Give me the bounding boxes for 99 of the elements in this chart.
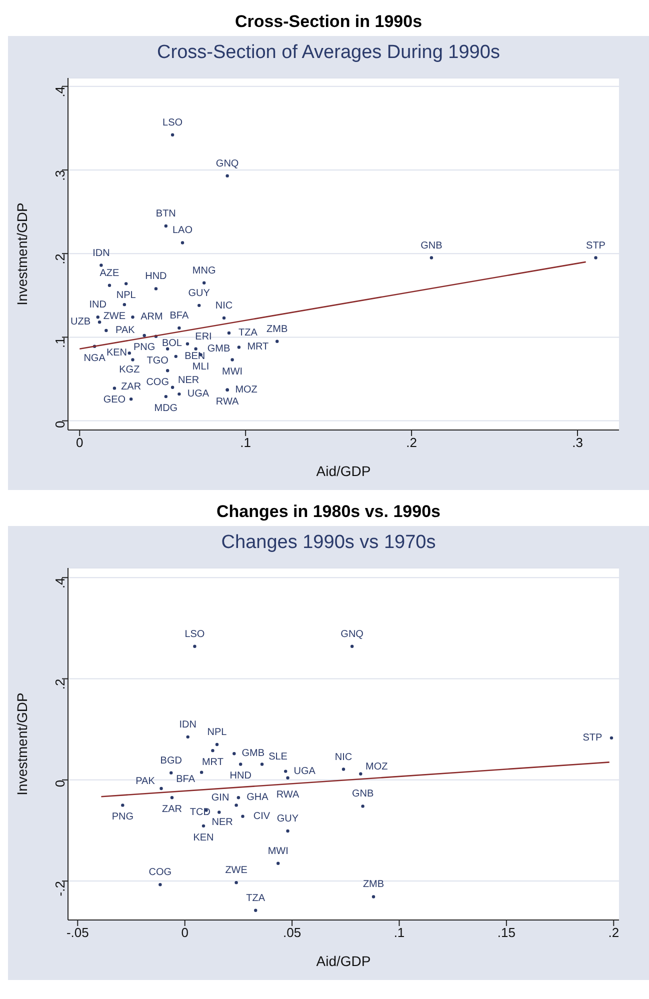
- data-label: MWI: [268, 846, 288, 857]
- data-label: GUY: [188, 288, 210, 299]
- data-label: HND: [145, 271, 167, 282]
- data-label: GNQ: [216, 158, 239, 170]
- data-label: MLI: [192, 361, 210, 372]
- x-tick-label: .1: [240, 435, 252, 450]
- data-label: ZWE: [103, 311, 126, 322]
- x-axis-title: Aid/GDP: [316, 953, 371, 969]
- x-tick-label: .15: [497, 925, 516, 940]
- data-label: TZA: [238, 328, 258, 339]
- data-label: LSO: [162, 117, 183, 128]
- data-label: KGZ: [119, 364, 140, 376]
- data-label: ZMB: [362, 879, 384, 890]
- chart-subtitle: Cross-Section of Averages During 1990s: [156, 42, 501, 65]
- y-axis-title: Investment/GDP: [14, 202, 30, 306]
- data-label: STP: [582, 732, 603, 744]
- data-label: RWA: [216, 396, 240, 408]
- data-label: BEN: [184, 350, 206, 362]
- data-label: GNQ: [340, 628, 364, 640]
- x-tick-label: .1: [394, 925, 405, 940]
- y-tick-label: 0: [52, 780, 68, 788]
- data-label: BGD: [160, 755, 182, 766]
- x-tick-label: .2: [608, 925, 620, 940]
- x-tick-label: -.05: [66, 925, 89, 940]
- y-axis-title: Investment/GDP: [14, 692, 30, 796]
- data-label: CIV: [253, 810, 270, 822]
- data-label: MNG: [192, 265, 216, 276]
- data-label: MRT: [247, 342, 269, 353]
- data-label: ZAR: [121, 382, 142, 393]
- y-tick-label: -.2: [52, 881, 68, 896]
- y-tick-label: .2: [52, 254, 68, 264]
- data-label: GUY: [276, 813, 299, 824]
- chart-title: Cross-Section in 1990s: [234, 11, 424, 33]
- x-tick-label: 0: [76, 435, 84, 450]
- data-label: MOZ: [235, 384, 258, 396]
- data-label: PNG: [134, 342, 156, 354]
- data-label: ZMB: [266, 324, 288, 335]
- data-label: TCD: [190, 806, 210, 818]
- data-label: NIC: [334, 752, 352, 763]
- y-tick-label: .2: [52, 678, 68, 690]
- data-label: GMB: [207, 343, 231, 354]
- data-label: GHA: [246, 792, 269, 804]
- data-label: IDN: [92, 248, 110, 259]
- data-label: MDG: [154, 403, 178, 414]
- data-label: MRT: [202, 757, 224, 768]
- data-label: KEN: [106, 347, 128, 358]
- data-label: COG: [148, 867, 172, 878]
- x-tick-label: .3: [572, 435, 583, 450]
- data-label: GNB: [420, 240, 443, 252]
- data-label: NER: [178, 374, 200, 386]
- data-label: ARM: [140, 312, 163, 323]
- data-label: SLE: [268, 752, 288, 763]
- y-tick-label: .1: [52, 337, 68, 348]
- data-label: NER: [212, 816, 233, 828]
- data-label: GMB: [242, 748, 265, 760]
- data-label: PAK: [136, 776, 156, 788]
- data-label: GEO: [103, 394, 126, 406]
- data-label: NGA: [84, 352, 106, 364]
- data-label: IDN: [179, 719, 196, 730]
- data-label: TZA: [246, 892, 266, 904]
- data-label: COG: [146, 377, 170, 388]
- data-label: MWI: [222, 366, 243, 378]
- y-tick-label: .3: [52, 170, 68, 181]
- data-label: KEN: [193, 832, 214, 844]
- data-label: PNG: [112, 812, 134, 823]
- x-axis-title: Aid/GDP: [316, 463, 371, 479]
- data-label: ZAR: [162, 804, 182, 816]
- x-tick-label: .05: [283, 925, 302, 940]
- data-label: BFA: [170, 310, 189, 322]
- chart-title: Changes in 1980s vs. 1990s: [216, 501, 442, 523]
- chart-subtitle: Changes 1990s vs 1970s: [220, 532, 437, 555]
- data-label: HND: [230, 770, 252, 782]
- data-label: UZB: [70, 316, 91, 328]
- data-label: PAK: [116, 325, 136, 336]
- y-tick-label: .4: [52, 86, 68, 98]
- data-label: GIN: [211, 792, 230, 804]
- data-label: ERI: [195, 331, 212, 342]
- data-label: NPL: [116, 290, 136, 302]
- data-label: MOZ: [366, 761, 388, 772]
- data-label: ZWE: [225, 865, 248, 876]
- x-tick-label: 0: [181, 925, 188, 940]
- data-label: BOL: [162, 338, 182, 349]
- data-label: NIC: [215, 300, 233, 312]
- data-label: LAO: [172, 225, 193, 236]
- data-label: TGO: [146, 355, 169, 366]
- y-tick-label: .4: [52, 578, 68, 588]
- data-label: STP: [586, 240, 606, 252]
- data-label: AZE: [100, 268, 120, 279]
- y-tick-label: 0: [52, 420, 68, 428]
- data-label: RWA: [276, 789, 300, 800]
- data-label: UGA: [187, 388, 210, 400]
- data-label: BFA: [176, 774, 196, 785]
- data-label: UGA: [294, 766, 316, 777]
- data-label: LSO: [184, 628, 205, 640]
- data-label: GNB: [352, 788, 374, 800]
- data-label: BTN: [156, 208, 176, 220]
- x-tick-label: .2: [406, 435, 417, 450]
- data-label: NPL: [207, 727, 228, 738]
- data-label: IND: [89, 300, 106, 311]
